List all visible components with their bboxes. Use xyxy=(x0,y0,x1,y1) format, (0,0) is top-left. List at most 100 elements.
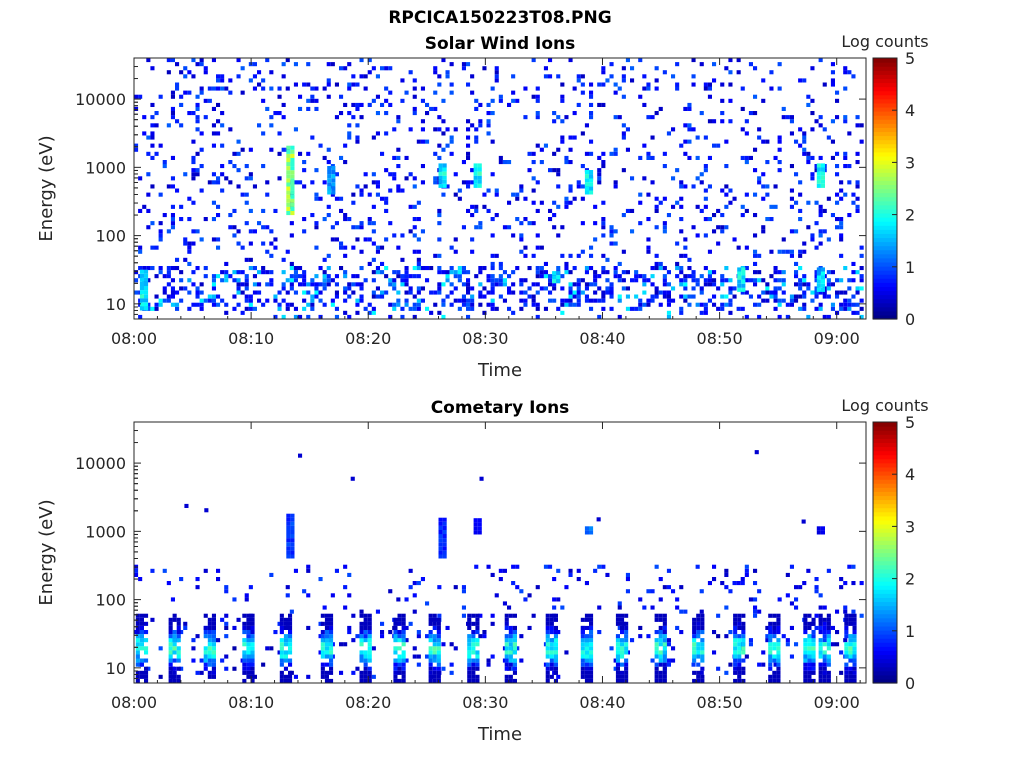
heatmap-cell xyxy=(293,62,298,67)
heatmap-cell xyxy=(359,634,364,639)
feature-cell xyxy=(820,530,825,535)
colorbar-segment xyxy=(873,225,897,230)
heatmap-cell xyxy=(789,654,794,659)
feature-cell xyxy=(290,538,295,543)
heatmap-cell xyxy=(252,62,257,67)
heatmap-cell xyxy=(322,302,327,307)
heatmap-cell xyxy=(560,274,565,279)
heatmap-cell xyxy=(138,249,143,254)
colorbar-segment xyxy=(873,274,897,279)
heatmap-cell xyxy=(568,135,573,140)
heatmap-cell xyxy=(436,674,441,679)
heatmap-cell xyxy=(515,217,520,222)
heatmap-cell xyxy=(772,621,777,626)
heatmap-cell xyxy=(818,208,823,213)
heatmap-cell xyxy=(314,86,319,91)
heatmap-cell xyxy=(515,98,520,103)
heatmap-cell xyxy=(232,208,237,213)
heatmap-cell xyxy=(720,119,725,124)
heatmap-cell xyxy=(847,564,852,569)
heatmap-cell xyxy=(339,196,344,201)
heatmap-cell xyxy=(811,638,816,643)
heatmap-cell xyxy=(242,662,247,667)
heatmap-cell xyxy=(242,678,247,683)
heatmap-cell xyxy=(646,192,651,197)
heatmap-cell xyxy=(737,658,742,663)
colorbar-segment xyxy=(873,446,897,452)
heatmap-cell xyxy=(436,617,441,622)
heatmap-cell xyxy=(589,298,594,303)
heatmap-cell xyxy=(615,666,620,671)
heatmap-cell xyxy=(428,630,433,635)
heatmap-cell xyxy=(696,678,701,683)
heatmap-cell xyxy=(232,646,237,651)
heatmap-cell xyxy=(624,674,629,679)
heatmap-cell xyxy=(461,298,466,303)
heatmap-cell xyxy=(347,625,352,630)
heatmap-cell xyxy=(757,302,762,307)
heatmap-cell xyxy=(343,217,348,222)
heatmap-cell xyxy=(707,119,712,124)
heatmap-cell xyxy=(814,625,819,630)
heatmap-cell xyxy=(568,572,573,577)
heatmap-cell xyxy=(467,674,472,679)
heatmap-cell xyxy=(330,237,335,242)
heatmap-cell xyxy=(445,274,450,279)
heatmap-cell xyxy=(512,613,517,618)
heatmap-cell xyxy=(549,662,554,667)
heatmap-cell xyxy=(531,200,536,205)
heatmap-cell xyxy=(523,115,528,120)
heatmap-cell xyxy=(765,625,770,630)
heatmap-cell xyxy=(135,678,140,683)
heatmap-cell xyxy=(724,204,729,209)
heatmap-cell xyxy=(814,294,819,299)
heatmap-cell xyxy=(634,294,639,299)
feature-cell xyxy=(438,530,443,535)
heatmap-cell xyxy=(502,225,507,230)
heatmap-cell xyxy=(597,180,602,185)
heatmap-cell xyxy=(666,642,671,647)
heatmap-cell xyxy=(273,298,278,303)
heatmap-cell xyxy=(494,70,499,75)
heatmap-cell xyxy=(211,654,216,659)
heatmap-cell xyxy=(490,613,495,618)
heatmap-cell xyxy=(601,217,606,222)
heatmap-cell xyxy=(172,666,177,671)
heatmap-cell xyxy=(146,172,151,177)
heatmap-cell xyxy=(408,585,413,590)
heatmap-cell xyxy=(601,82,606,87)
heatmap-cell xyxy=(432,613,437,618)
heatmap-cell xyxy=(232,597,237,602)
heatmap-cell xyxy=(580,646,585,651)
heatmap-cell xyxy=(549,650,554,655)
heatmap-cell xyxy=(642,302,647,307)
heatmap-cell xyxy=(545,642,550,647)
heatmap-cell xyxy=(170,597,175,602)
heatmap-cell xyxy=(733,646,738,651)
colorbar-tick-label: 0 xyxy=(905,310,915,329)
colorbar-segment xyxy=(873,654,897,660)
heatmap-cell xyxy=(166,274,171,279)
heatmap-cell xyxy=(753,253,758,258)
heatmap-cell xyxy=(367,102,372,107)
heatmap-cell xyxy=(318,650,323,655)
heatmap-cell xyxy=(176,634,181,639)
heatmap-cell xyxy=(662,229,667,234)
heatmap-cell xyxy=(580,196,585,201)
heatmap-cell xyxy=(744,290,749,295)
x-tick-label: 08:20 xyxy=(345,693,391,712)
heatmap-cell xyxy=(507,306,512,311)
heatmap-cell xyxy=(449,670,454,675)
heatmap-cell xyxy=(615,650,620,655)
heatmap-cell xyxy=(720,294,725,299)
heatmap-cell xyxy=(146,278,151,283)
heatmap-cell xyxy=(183,237,188,242)
heatmap-cell xyxy=(835,290,840,295)
heatmap-cell xyxy=(261,86,266,91)
heatmap-cell xyxy=(822,670,827,675)
heatmap-cell xyxy=(339,111,344,116)
heatmap-cell xyxy=(855,286,860,291)
heatmap-cell xyxy=(401,662,406,667)
heatmap-cell xyxy=(355,302,360,307)
heatmap-cell xyxy=(615,646,620,651)
